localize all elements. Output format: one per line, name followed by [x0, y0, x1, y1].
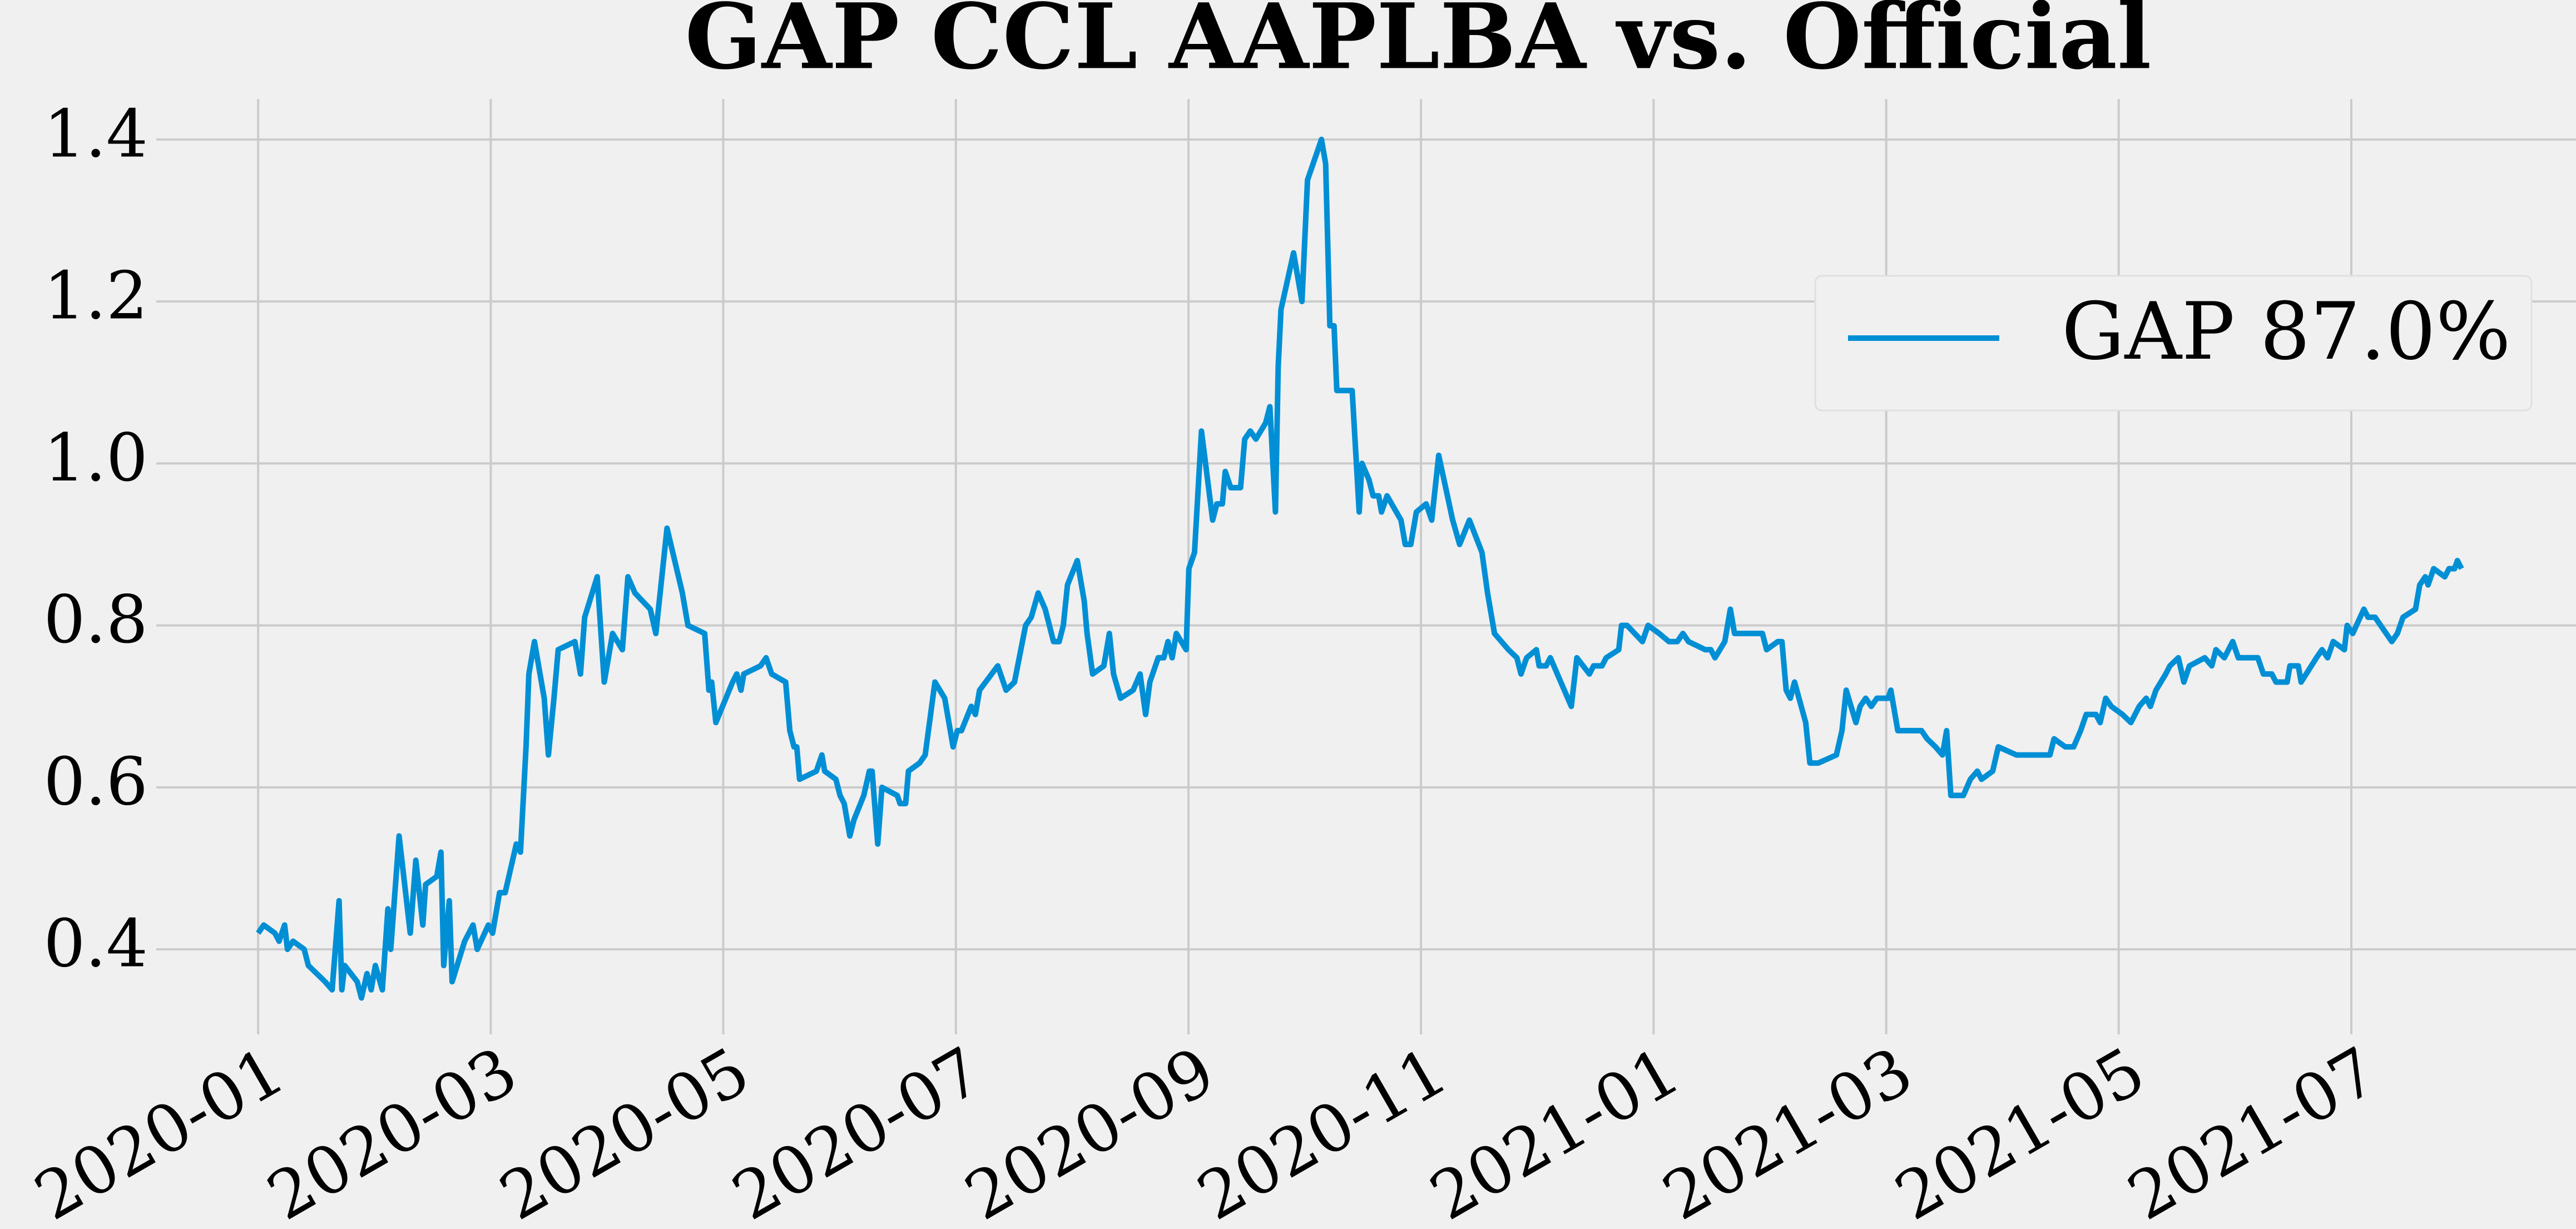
legend: GAP 87.0% [1814, 275, 2533, 412]
y-tick-label: 1.2 [43, 257, 148, 334]
y-tick-label: 0.4 [43, 905, 148, 982]
data-line [256, 136, 2464, 1001]
y-tick-label: 1.4 [43, 95, 148, 172]
y-tick-label: 0.6 [43, 743, 148, 820]
legend-box [1814, 275, 2533, 412]
y-tick-label: 0.8 [43, 581, 148, 658]
legend-label: GAP 87.0% [2062, 286, 2511, 378]
y-tick-label: 1.0 [43, 419, 148, 496]
chart-title: GAP CCL AAPLBA vs. Official [685, 0, 2151, 90]
plot-area [256, 136, 2464, 1001]
grid [156, 99, 2576, 1034]
